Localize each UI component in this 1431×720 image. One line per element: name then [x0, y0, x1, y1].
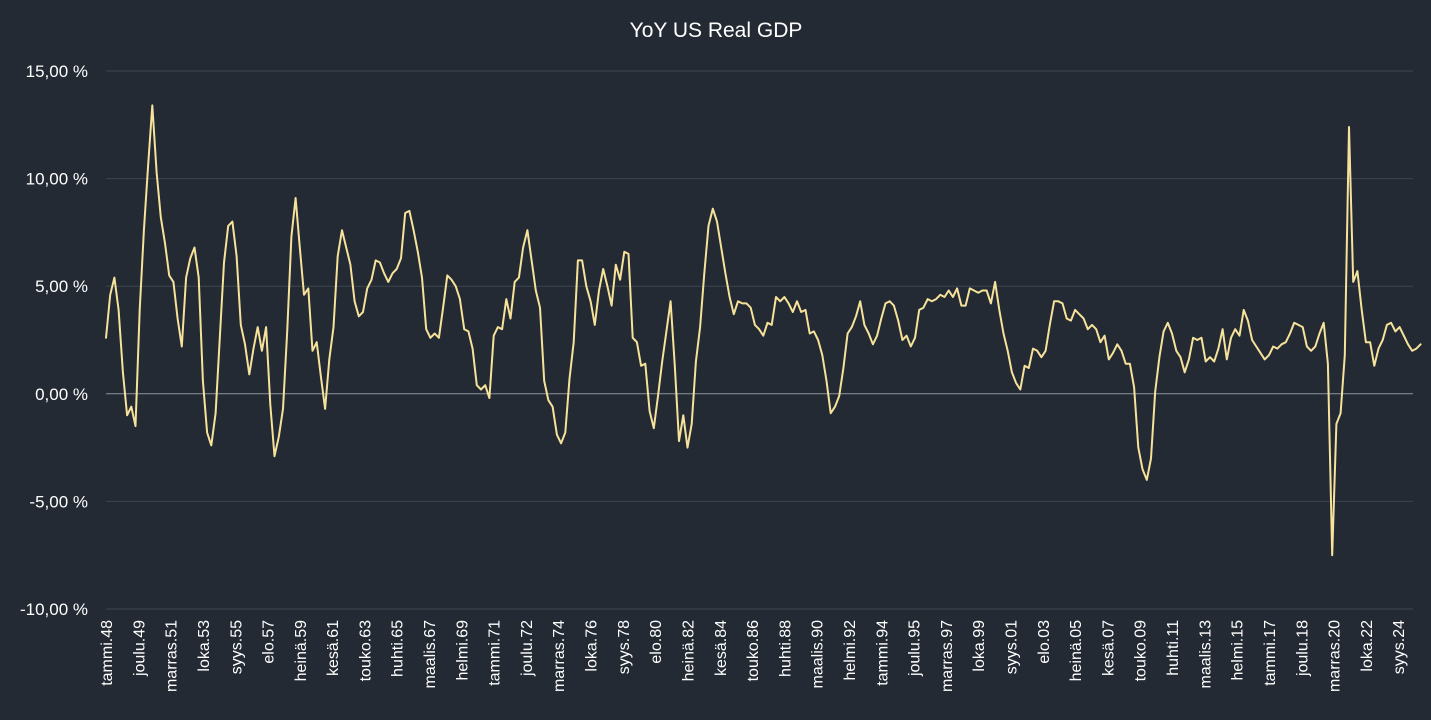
- x-tick-label: heinä.59: [293, 620, 310, 681]
- x-tick-label: maalis.13: [1197, 620, 1214, 689]
- x-tick-label: elo.03: [1036, 620, 1053, 664]
- x-tick-label: elo.57: [261, 620, 278, 664]
- x-tick-label: kesä.84: [713, 620, 730, 676]
- x-tick-label: kesä.07: [1101, 620, 1118, 676]
- x-tick-label: helmi.92: [842, 620, 859, 681]
- x-tick-label: heinä.05: [1068, 620, 1085, 681]
- x-tick-label: loka.53: [196, 620, 213, 672]
- y-tick-label: 5,00 %: [35, 277, 88, 296]
- series-layer: [105, 104, 1422, 557]
- x-tick-label: syys.24: [1391, 620, 1408, 674]
- x-tick-label: maalis.90: [810, 620, 827, 689]
- y-axis: -10,00 % -5,00 % 0,00 % 5,00 % 10,00 % 15,00 …: [20, 62, 88, 619]
- x-tick-label: syys.55: [228, 620, 245, 674]
- x-tick-label: huhti.11: [1165, 620, 1182, 676]
- x-tick-label: heinä.82: [681, 620, 698, 681]
- gridlines: [106, 70, 1413, 610]
- x-tick-label: joulu.49: [131, 620, 148, 677]
- x-tick-label: helmi.69: [454, 620, 471, 681]
- x-tick-label: joulu.72: [519, 620, 536, 677]
- y-tick-label: 0,00 %: [35, 385, 88, 404]
- x-axis: tammi.48 joulu.49 marras.51 loka.53 syys.55 e…: [99, 620, 1408, 692]
- x-tick-label: touko.09: [1133, 620, 1150, 681]
- x-tick-label: tammi.94: [874, 620, 891, 686]
- x-tick-label: marras.74: [551, 620, 568, 692]
- x-tick-label: kesä.61: [325, 620, 342, 676]
- x-tick-label: tammi.17: [1262, 620, 1279, 686]
- x-tick-label: loka.76: [584, 620, 601, 672]
- series-line: [105, 104, 1422, 557]
- chart-title: YoY US Real GDP: [630, 19, 803, 42]
- y-tick-label: -5,00 %: [29, 492, 88, 511]
- x-tick-label: touko.86: [745, 620, 762, 681]
- x-tick-label: maalis.67: [422, 620, 439, 689]
- y-tick-label: -10,00 %: [20, 600, 88, 619]
- x-tick-label: loka.99: [971, 620, 988, 672]
- x-tick-label: elo.80: [648, 620, 665, 664]
- y-tick-label: 15,00 %: [26, 62, 88, 81]
- x-tick-label: joulu.18: [1294, 620, 1311, 677]
- y-tick-label: 10,00 %: [26, 170, 88, 189]
- x-tick-label: tammi.48: [99, 620, 116, 686]
- x-tick-label: huhti.65: [390, 620, 407, 677]
- x-tick-label: syys.01: [1004, 620, 1021, 674]
- x-tick-label: loka.22: [1359, 620, 1376, 672]
- x-tick-label: tammi.71: [487, 620, 504, 686]
- x-tick-label: syys.78: [616, 620, 633, 674]
- x-tick-label: marras.20: [1327, 620, 1344, 692]
- x-tick-label: helmi.15: [1230, 620, 1247, 681]
- x-tick-label: huhti.88: [777, 620, 794, 677]
- x-tick-label: marras.51: [164, 620, 181, 692]
- x-tick-label: marras.97: [939, 620, 956, 692]
- x-tick-label: joulu.95: [907, 620, 924, 677]
- x-tick-label: touko.63: [357, 620, 374, 681]
